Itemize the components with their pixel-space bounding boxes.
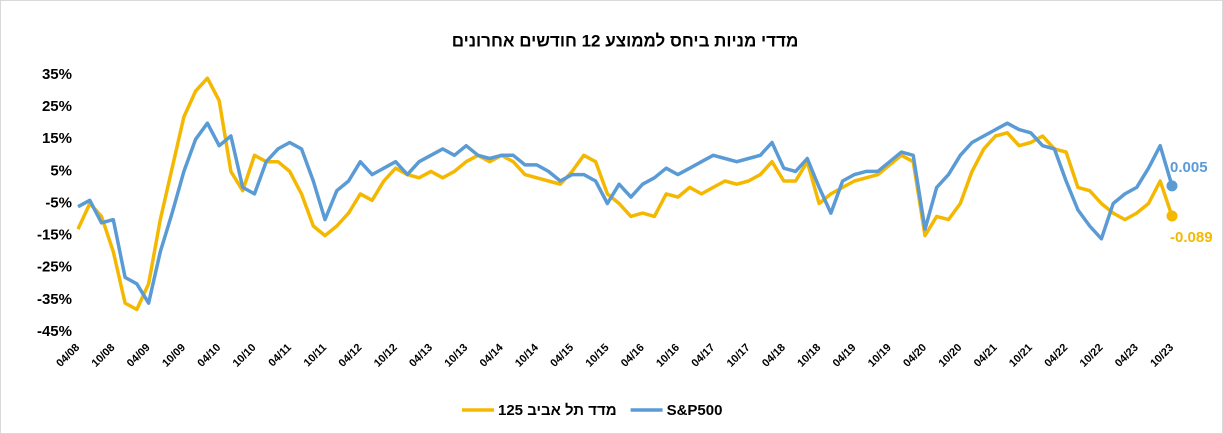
legend-label: מדד תל אביב 125 [498, 402, 617, 419]
y-tick-label: -25% [37, 259, 72, 276]
end-label: 0.005 [1170, 159, 1208, 176]
y-tick-label: 15% [42, 130, 72, 147]
y-tick-label: -15% [37, 227, 72, 244]
end-label: -0.089 [1170, 229, 1213, 246]
chart-title: מדדי מניות ביחס לממוצע 12 חודשים אחרונים [452, 31, 799, 50]
y-tick-label: -35% [37, 291, 72, 308]
y-tick-label: 35% [42, 66, 72, 83]
y-tick-label: 25% [42, 98, 72, 115]
y-tick-label: 5% [50, 162, 72, 179]
legend-label: S&P500 [667, 402, 723, 419]
y-tick-label: -45% [37, 323, 72, 340]
line-series [77, 121, 1174, 305]
y-tick-label: -5% [45, 194, 72, 211]
line-series [76, 76, 1174, 312]
end-point [1166, 210, 1178, 222]
end-point [1166, 180, 1178, 192]
